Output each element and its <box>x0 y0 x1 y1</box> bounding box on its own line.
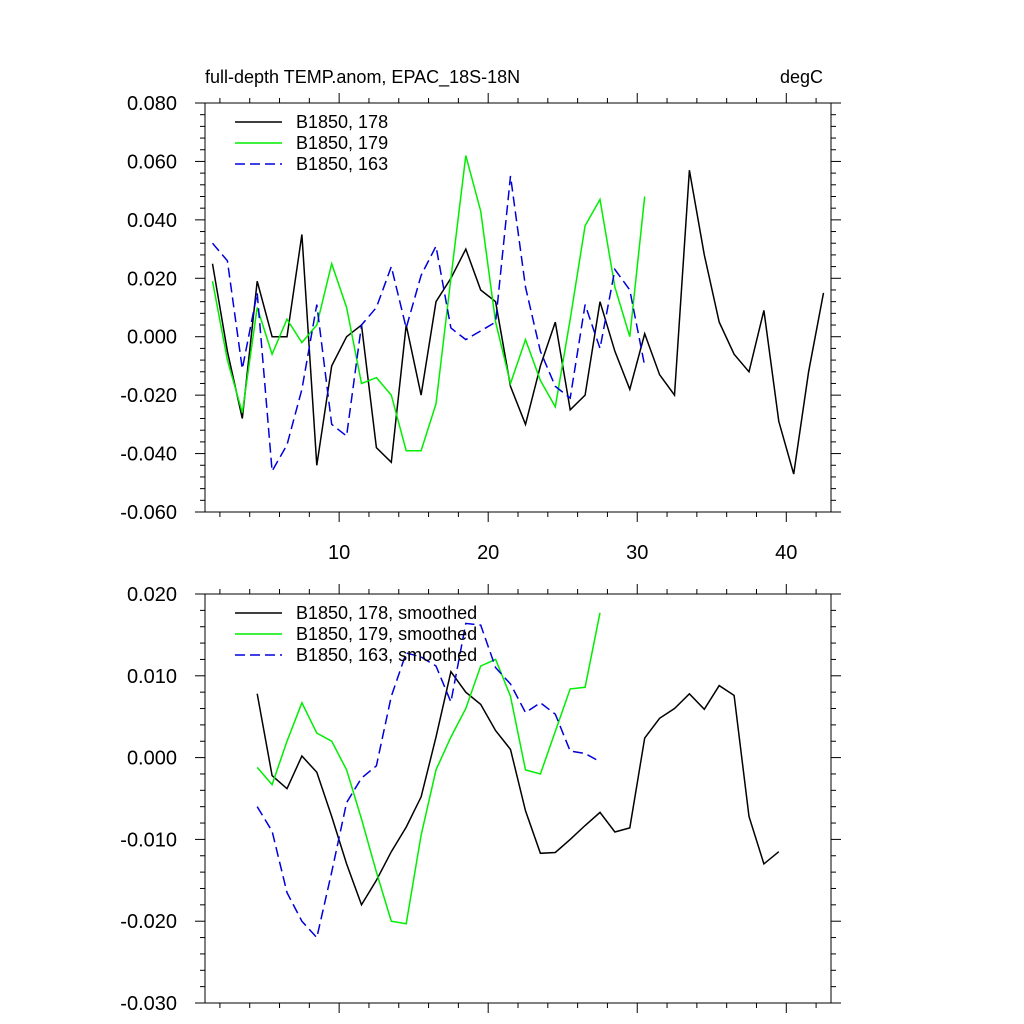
y-tick-label: 0.000 <box>127 748 177 770</box>
legend-label: B1850, 179 <box>296 133 388 153</box>
series-line <box>256 669 780 907</box>
series-line <box>211 155 646 452</box>
y-tick-label: -0.060 <box>120 502 177 524</box>
top-panel-x-tick-labels: 10 20 30 40 <box>328 542 797 564</box>
top-panel: full-depth TEMP.anom, EPAC_18S-18N degC … <box>120 67 841 564</box>
bottom-panel-frame <box>204 593 832 1004</box>
top-panel-ticks <box>195 93 841 522</box>
series-line <box>256 622 601 940</box>
legend-label: B1850, 179, smoothed <box>296 624 477 644</box>
legend-label: B1850, 163 <box>296 154 388 174</box>
y-tick-label: -0.020 <box>120 911 177 933</box>
top-panel-y-tick-labels: -0.060 -0.040 -0.020 0.000 0.020 0.040 0.060 0.… <box>120 93 177 524</box>
y-tick-label: 0.040 <box>127 210 177 232</box>
y-tick-label: -0.020 <box>120 385 177 407</box>
x-tick-label: 10 <box>328 542 350 564</box>
bottom-panel-series <box>256 612 780 940</box>
y-tick-label: 0.020 <box>127 584 177 606</box>
y-tick-label: -0.010 <box>120 829 177 851</box>
legend-label: B1850, 178, smoothed <box>296 603 477 623</box>
series-line <box>211 170 825 475</box>
legend-label: B1850, 178 <box>296 112 388 132</box>
bottom-panel-ticks <box>195 584 841 1013</box>
series-line <box>256 612 601 925</box>
x-tick-label: 40 <box>775 542 797 564</box>
y-tick-label: 0.080 <box>127 93 177 115</box>
y-tick-label: 0.010 <box>127 666 177 688</box>
top-panel-frame <box>204 102 832 513</box>
bottom-panel-y-tick-labels: -0.030 -0.020 -0.010 0.000 0.010 0.020 <box>120 584 177 1015</box>
series-line <box>211 175 646 474</box>
x-tick-label: 30 <box>626 542 648 564</box>
top-panel-units: degC <box>780 67 823 87</box>
bottom-panel: -0.030 -0.020 -0.010 0.000 0.010 0.020 B1850,… <box>120 584 841 1015</box>
y-tick-label: -0.030 <box>120 993 177 1015</box>
y-tick-label: 0.020 <box>127 268 177 290</box>
y-tick-label: 0.060 <box>127 151 177 173</box>
y-tick-label: 0.000 <box>127 327 177 349</box>
top-panel-title: full-depth TEMP.anom, EPAC_18S-18N <box>205 67 520 88</box>
legend-label: B1850, 163, smoothed <box>296 645 477 665</box>
top-panel-series <box>211 155 825 475</box>
x-tick-label: 20 <box>477 542 499 564</box>
y-tick-label: -0.040 <box>120 444 177 466</box>
